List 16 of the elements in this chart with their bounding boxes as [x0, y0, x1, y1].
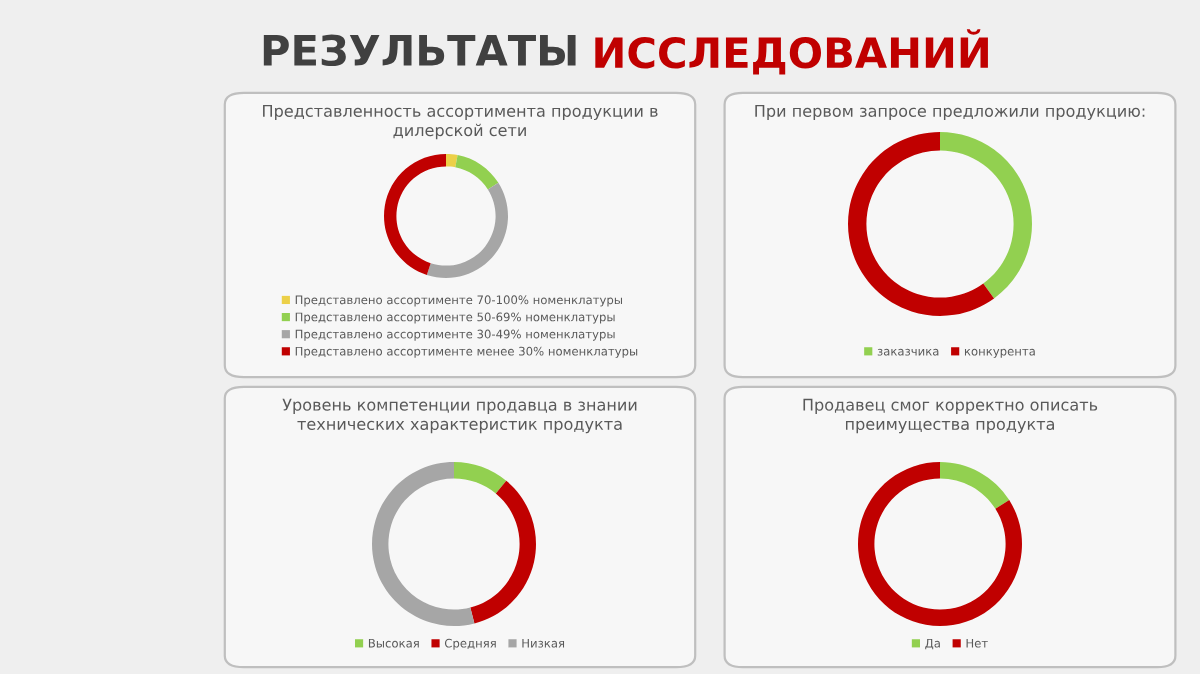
- chart-title: Продавец смог корректно описать преимущества продукта: [803, 398, 1098, 434]
- donut-slice: [940, 462, 1010, 509]
- donut-slice: [940, 132, 1032, 299]
- donut-slice: [454, 462, 507, 494]
- text: РЕЗУЛЬТАТЫ ИССЛЕДОВАНИЙ: [263, 29, 988, 75]
- donut-slice: [446, 154, 458, 168]
- donut-slice: [426, 182, 508, 278]
- donut-slice: [848, 132, 995, 316]
- chart-title: Уровень компетенции продавца в знании технических характеристик продукта: [282, 398, 637, 434]
- donut-slice: [384, 154, 446, 275]
- donut-slice: [455, 155, 499, 190]
- donut-slice: [858, 462, 1022, 626]
- donut-slice: [470, 480, 536, 624]
- chart-title: Представленность ассортимента продукции в дилерской сети: [263, 105, 658, 140]
- donut-slice: [372, 462, 475, 626]
- chart-title: При первом запросе предложили продукцию:: [755, 105, 1145, 121]
